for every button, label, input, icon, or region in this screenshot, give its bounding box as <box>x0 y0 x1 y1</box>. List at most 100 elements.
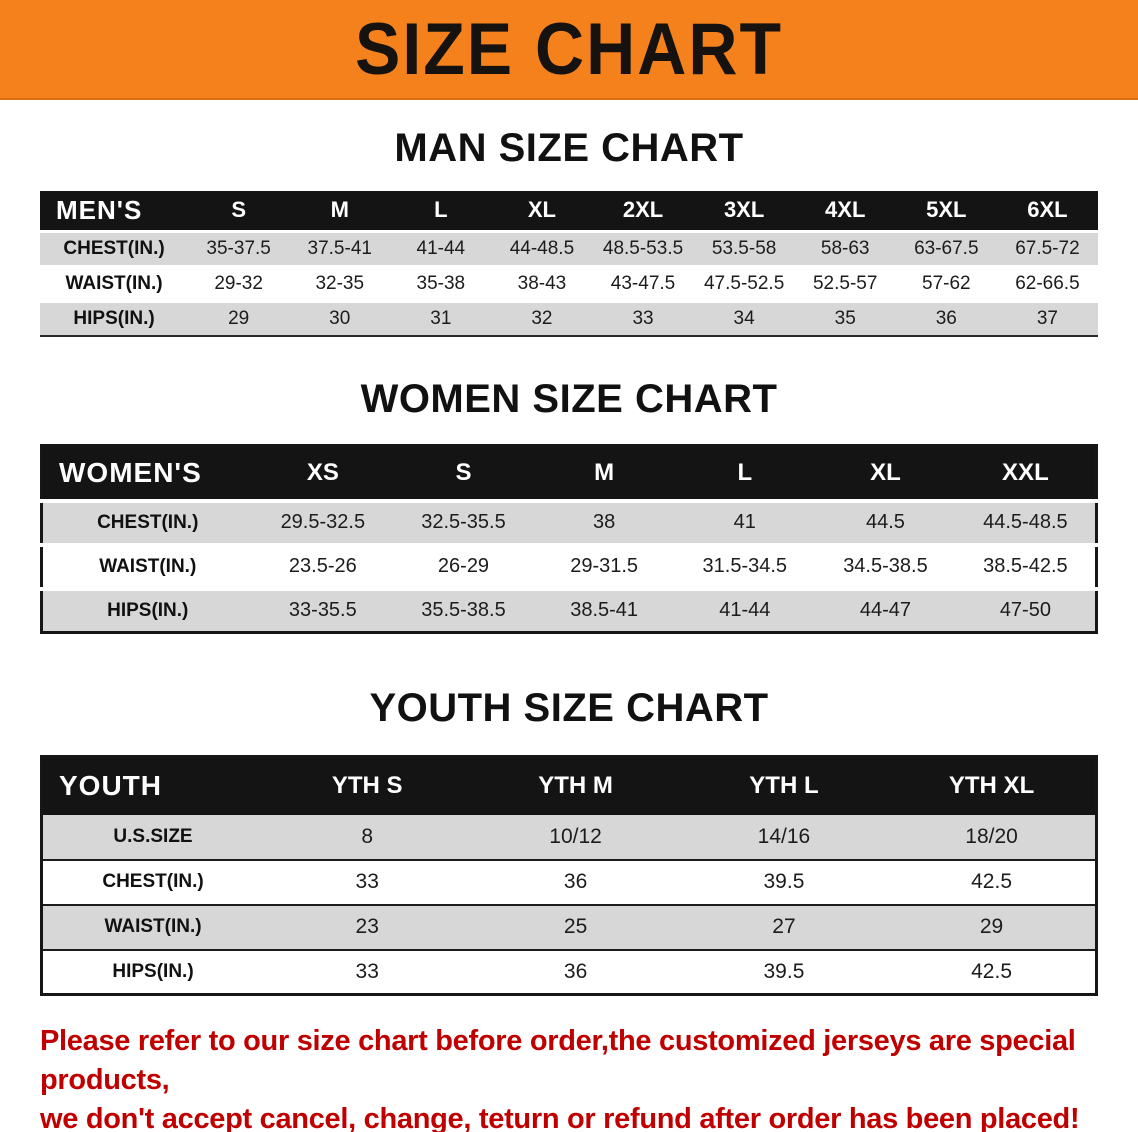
size-column-header: 5XL <box>895 191 997 231</box>
row-label-cell: HIPS(IN.) <box>41 949 264 995</box>
value-cell: 43-47.5 <box>592 266 694 301</box>
table-header-row: YOUTH YTH S YTH M YTH L YTH XL <box>41 756 1097 815</box>
footer-note-line-1: Please refer to our size chart before or… <box>40 1025 1076 1097</box>
value-cell: 32.5-35.5 <box>393 500 534 545</box>
value-cell: 41-44 <box>674 588 816 633</box>
value-cell: 31 <box>390 301 492 336</box>
value-cell: 38 <box>533 500 675 545</box>
banner: SIZE CHART <box>0 0 1138 100</box>
men-table-wrap: MEN'S S M L XL 2XL 3XL 4XL 5XL 6XL CHEST(IN.) 35-37… <box>40 191 1098 337</box>
row-label-cell: HIPS(IN.) <box>40 301 189 336</box>
measurement-row: WAIST(IN.) 23.5-26 26-29 29-31.5 31.5-34.5 34… <box>41 544 1097 589</box>
value-cell: 39.5 <box>679 949 889 995</box>
value-cell: 34.5-38.5 <box>815 544 956 589</box>
value-cell: 57-62 <box>895 266 997 301</box>
size-column-header: 6XL <box>996 191 1098 231</box>
value-cell: 47.5-52.5 <box>693 266 795 301</box>
value-cell: 34 <box>693 301 795 336</box>
value-cell: 18/20 <box>888 814 1097 860</box>
men-section-heading: MAN SIZE CHART <box>394 126 744 170</box>
size-column-header: M <box>289 191 391 231</box>
table-corner-label: MEN'S <box>40 191 189 231</box>
size-column-header: M <box>533 445 675 501</box>
value-cell: 25 <box>471 904 680 950</box>
size-column-header: XXL <box>955 445 1097 501</box>
value-cell: 31.5-34.5 <box>674 544 816 589</box>
value-cell: 10/12 <box>471 814 680 860</box>
row-label-cell: CHEST(IN.) <box>41 500 253 545</box>
value-cell: 27 <box>679 904 889 950</box>
value-cell: 44-48.5 <box>491 231 593 266</box>
value-cell: 42.5 <box>888 859 1097 905</box>
value-cell: 33 <box>263 949 472 995</box>
value-cell: 23.5-26 <box>252 544 394 589</box>
value-cell: 38-43 <box>491 266 593 301</box>
value-cell: 47-50 <box>955 588 1097 633</box>
value-cell: 14/16 <box>679 814 889 860</box>
size-column-header: L <box>390 191 492 231</box>
measurement-row: CHEST(IN.) 29.5-32.5 32.5-35.5 38 41 44.5 44.5… <box>41 500 1097 545</box>
size-column-header: 2XL <box>592 191 694 231</box>
row-label-cell: WAIST(IN.) <box>40 266 189 301</box>
value-cell: 58-63 <box>794 231 896 266</box>
value-cell: 52.5-57 <box>794 266 896 301</box>
size-column-header: 4XL <box>794 191 896 231</box>
measurement-row: WAIST(IN.) 23 25 27 29 <box>41 904 1097 950</box>
value-cell: 29 <box>888 904 1097 950</box>
value-cell: 44.5-48.5 <box>955 500 1097 545</box>
value-cell: 44.5 <box>815 500 956 545</box>
row-label-cell: U.S.SIZE <box>41 814 264 860</box>
row-label-cell: HIPS(IN.) <box>41 588 253 633</box>
value-cell: 23 <box>263 904 472 950</box>
value-cell: 37.5-41 <box>289 231 391 266</box>
footer-note: Please refer to our size chart before or… <box>40 1022 1098 1132</box>
section-women: WOMEN SIZE CHART WOMEN'S XS S M L XL XXL CHEST(… <box>0 377 1138 634</box>
value-cell: 32 <box>491 301 593 336</box>
size-column-header: S <box>393 445 534 501</box>
measurement-row: CHEST(IN.) 35-37.5 37.5-41 41-44 44-48.5 48.5… <box>40 231 1098 266</box>
measurement-row: U.S.SIZE 8 10/12 14/16 18/20 <box>41 814 1097 860</box>
value-cell: 29-32 <box>188 266 290 301</box>
value-cell: 44-47 <box>815 588 956 633</box>
value-cell: 41-44 <box>390 231 492 266</box>
measurement-row: HIPS(IN.) 29 30 31 32 33 34 35 36 37 <box>40 301 1098 336</box>
value-cell: 35.5-38.5 <box>393 588 534 633</box>
value-cell: 29-31.5 <box>533 544 675 589</box>
table-header-row: WOMEN'S XS S M L XL XXL <box>41 445 1097 501</box>
table-corner-label: WOMEN'S <box>41 445 253 501</box>
table-header-row: MEN'S S M L XL 2XL 3XL 4XL 5XL 6XL <box>40 191 1098 231</box>
measurement-row: CHEST(IN.) 33 36 39.5 42.5 <box>41 859 1097 905</box>
value-cell: 53.5-58 <box>693 231 795 266</box>
row-label-cell: CHEST(IN.) <box>40 231 189 266</box>
size-column-header: YTH S <box>263 756 472 815</box>
value-cell: 36 <box>895 301 997 336</box>
measurement-row: HIPS(IN.) 33 36 39.5 42.5 <box>41 949 1097 995</box>
value-cell: 48.5-53.5 <box>592 231 694 266</box>
value-cell: 32-35 <box>289 266 391 301</box>
value-cell: 41 <box>674 500 816 545</box>
value-cell: 33 <box>592 301 694 336</box>
size-column-header: XL <box>815 445 956 501</box>
youth-section-heading: YOUTH SIZE CHART <box>369 686 769 730</box>
value-cell: 63-67.5 <box>895 231 997 266</box>
value-cell: 35 <box>794 301 896 336</box>
women-size-table: WOMEN'S XS S M L XL XXL CHEST(IN.) 29.5-32.5 32.5… <box>40 444 1098 634</box>
section-men: MAN SIZE CHART MEN'S S M L XL 2XL 3XL 4XL 5XL 6XL… <box>0 126 1138 337</box>
size-column-header: YTH M <box>471 756 680 815</box>
value-cell: 26-29 <box>393 544 534 589</box>
size-column-header: XL <box>491 191 593 231</box>
row-label-cell: WAIST(IN.) <box>41 904 264 950</box>
size-column-header: XS <box>252 445 394 501</box>
women-table-wrap: WOMEN'S XS S M L XL XXL CHEST(IN.) 29.5-32.5 32.5… <box>40 444 1098 634</box>
value-cell: 33-35.5 <box>252 588 394 633</box>
size-column-header: YTH L <box>679 756 889 815</box>
value-cell: 67.5-72 <box>996 231 1098 266</box>
value-cell: 35-37.5 <box>188 231 290 266</box>
value-cell: 36 <box>471 949 680 995</box>
row-label-cell: CHEST(IN.) <box>41 859 264 905</box>
measurement-row: WAIST(IN.) 29-32 32-35 35-38 38-43 43-47.5 47.… <box>40 266 1098 301</box>
page-title: SIZE CHART <box>355 7 783 91</box>
size-column-header: L <box>674 445 816 501</box>
table-corner-label: YOUTH <box>41 756 264 815</box>
value-cell: 30 <box>289 301 391 336</box>
